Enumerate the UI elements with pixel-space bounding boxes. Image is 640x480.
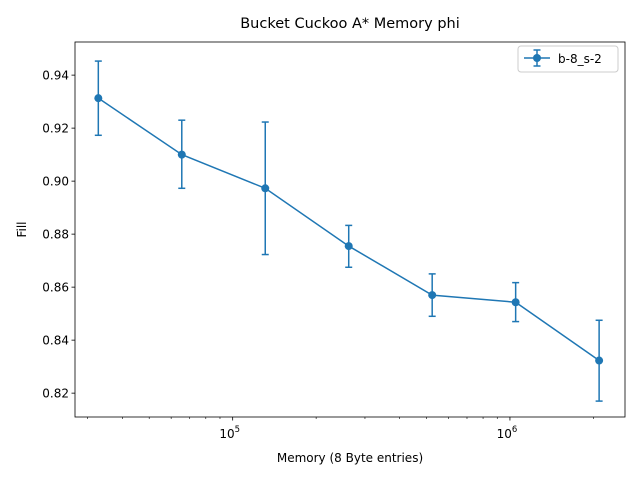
legend-box xyxy=(517,45,619,73)
y-tick-label: 0.94 xyxy=(42,68,69,82)
data-point xyxy=(177,150,186,159)
data-point xyxy=(344,242,353,251)
x-axis-label: Memory (8 Byte entries) xyxy=(277,451,423,465)
y-tick-label: 0.90 xyxy=(42,174,69,188)
y-tick-label: 0.84 xyxy=(42,333,69,347)
legend-point xyxy=(533,54,541,62)
chart-title: Bucket Cuckoo A* Memory phi xyxy=(240,16,460,32)
x-tick-label: 106 xyxy=(497,425,518,441)
y-axis: 0.82 0.84 0.86 0.88 0.90 0.92 0.94 xyxy=(42,68,75,400)
plot-frame xyxy=(74,41,626,418)
y-tick-label: 0.82 xyxy=(42,386,69,400)
data-point xyxy=(511,298,520,307)
data-point xyxy=(595,356,604,365)
data-point xyxy=(261,184,270,193)
data-point xyxy=(94,94,103,103)
legend-marker xyxy=(524,49,550,67)
legend-label: b-8_s-2 xyxy=(558,52,602,66)
plot-area xyxy=(94,60,604,402)
y-tick-label: 0.92 xyxy=(42,121,69,135)
y-tick-label: 0.88 xyxy=(42,227,69,241)
legend: b-8_s-2 xyxy=(517,45,619,73)
x-tick-label: 105 xyxy=(219,425,240,441)
data-point xyxy=(428,291,437,300)
y-tick-label: 0.86 xyxy=(42,280,69,294)
y-axis-label: Fill xyxy=(15,221,29,237)
x-axis: 105 106 xyxy=(87,417,594,441)
